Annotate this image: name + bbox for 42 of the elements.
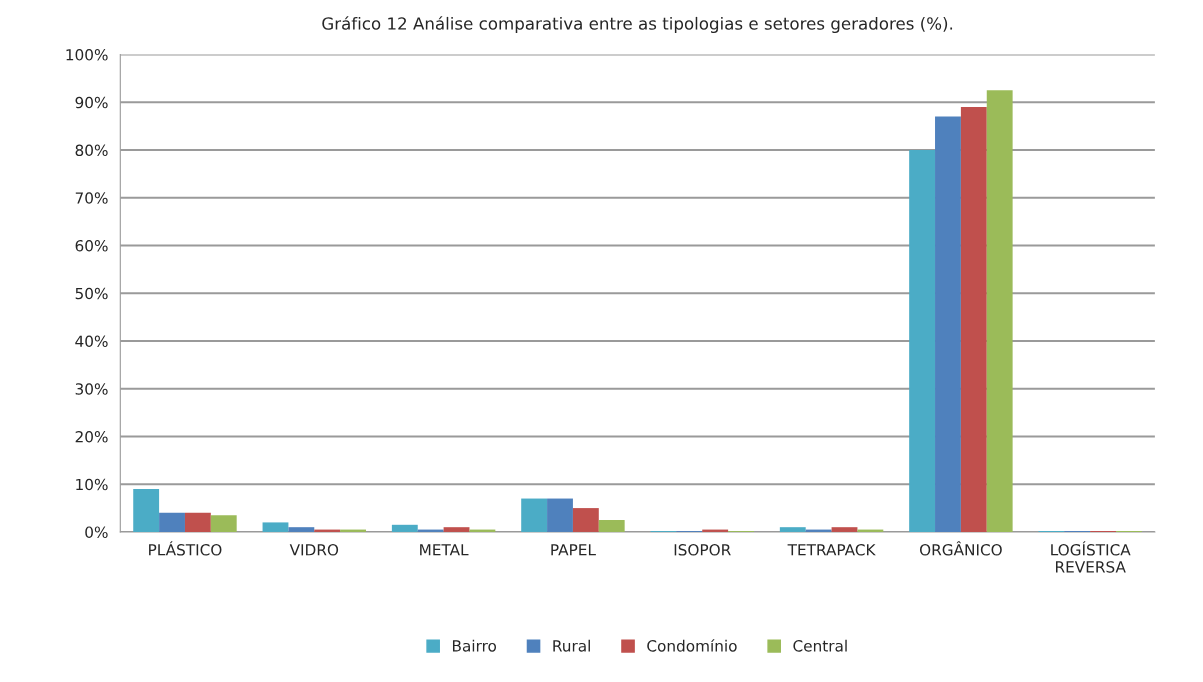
bar <box>210 515 237 532</box>
bar <box>443 527 470 532</box>
x-tick-label: PLÁSTICO <box>149 541 222 556</box>
bar <box>960 107 987 532</box>
legend-label: Bairro <box>452 639 497 652</box>
y-tick-label: 60% <box>75 239 108 252</box>
bar <box>262 522 289 532</box>
bar <box>391 524 418 532</box>
x-tick-label: ORGÂNICO <box>919 541 1002 556</box>
x-tick-label: ISOPOR <box>674 544 731 556</box>
y-tick-label: 90% <box>75 96 108 109</box>
bar <box>159 512 185 532</box>
bar <box>184 512 211 532</box>
bar <box>909 150 936 532</box>
bar <box>831 527 858 532</box>
x-tick-label: LOGÍSTICA REVERSA <box>1051 541 1131 573</box>
bar <box>598 520 625 532</box>
legend-label: Central <box>793 639 847 652</box>
chart-title: Gráfico 12 Análise comparativa entre as tipologias e setores geradores (%). <box>322 16 953 34</box>
x-tick-label: TETRAPACK <box>787 544 876 556</box>
y-tick-label: 30% <box>75 383 108 395</box>
bar <box>521 498 548 532</box>
y-tick-label: 70% <box>75 192 108 204</box>
bar <box>986 90 1013 532</box>
y-tick-label: 50% <box>75 287 108 300</box>
bar <box>547 498 573 532</box>
bar <box>133 488 160 532</box>
bar <box>779 527 806 532</box>
y-tick-label: 20% <box>75 430 108 443</box>
bar <box>288 527 315 532</box>
bar <box>935 116 961 532</box>
y-tick-label: 10% <box>76 478 108 491</box>
legend-label: Rural <box>553 639 590 652</box>
legend-label: Condomínio <box>647 639 737 652</box>
x-tick-label: VIDRO <box>289 544 339 556</box>
bar <box>572 508 599 532</box>
x-tick-label: PAPEL <box>551 544 596 556</box>
y-tick-label: 40% <box>75 335 108 348</box>
x-tick-label: METAL <box>420 544 469 556</box>
y-tick-label: 0% <box>85 526 108 538</box>
y-tick-label: 80% <box>75 144 108 157</box>
y-tick-label: 100% <box>66 49 108 61</box>
